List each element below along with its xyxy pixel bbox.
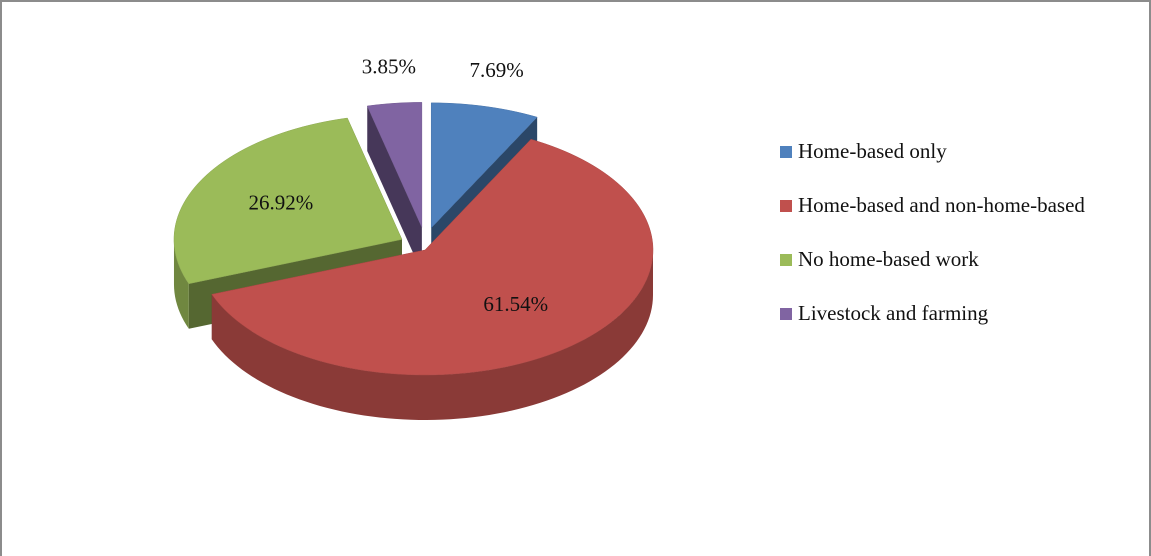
legend-label: Livestock and farming	[798, 301, 989, 325]
slice-rim	[211, 250, 654, 420]
legend-swatch	[780, 146, 792, 158]
slice	[173, 117, 403, 285]
slice	[366, 102, 423, 228]
legend-label: No home-based work	[798, 247, 979, 271]
legend-swatch	[780, 308, 792, 320]
legend-item: Home-based and non-home-based	[780, 190, 1125, 220]
data-label: 61.54%	[483, 292, 548, 316]
legend: Home-based only Home-based and non-home-b…	[780, 136, 1125, 328]
slice	[211, 139, 654, 376]
data-label: 7.69%	[470, 58, 524, 82]
legend-item: Livestock and farming	[780, 298, 1125, 328]
legend-swatch	[780, 254, 792, 266]
slice-side	[367, 105, 422, 273]
legend-item: Home-based only	[780, 136, 1125, 166]
data-label: 3.85%	[362, 54, 416, 78]
slice-rim	[173, 239, 189, 329]
legend-swatch	[780, 200, 792, 212]
legend-label: Home-based only	[798, 139, 947, 163]
legend-label: Home-based and non-home-based	[798, 193, 1085, 217]
legend-item: No home-based work	[780, 244, 1125, 274]
slice	[430, 102, 538, 229]
data-label: 26.92%	[248, 190, 313, 214]
